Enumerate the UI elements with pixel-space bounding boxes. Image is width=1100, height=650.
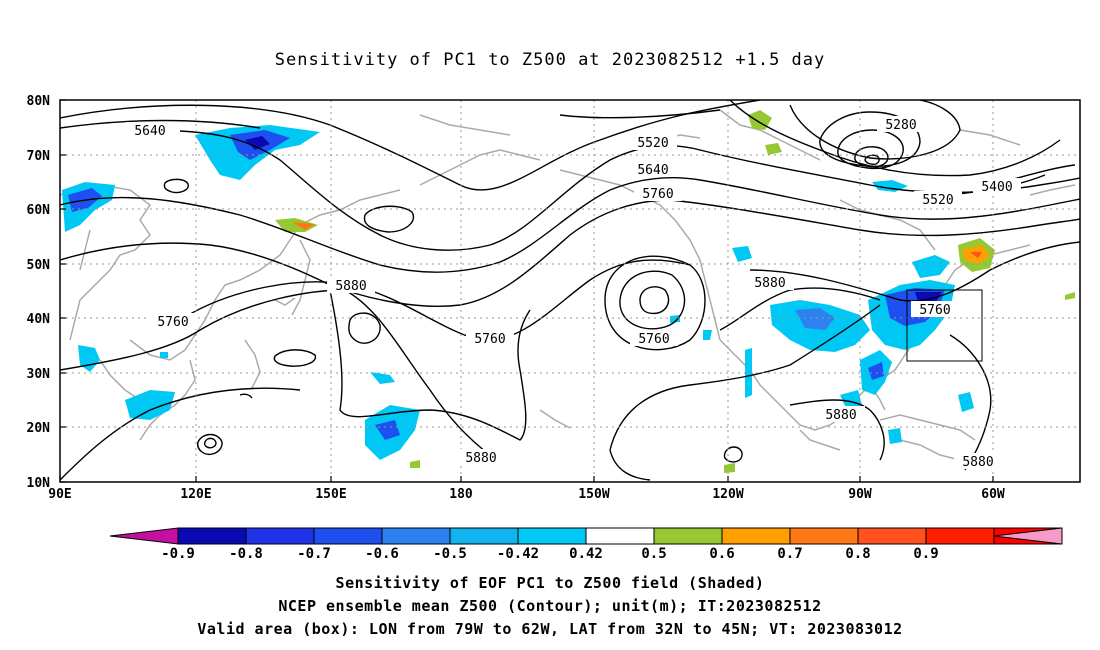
- contour-label-5760-north: 5760: [642, 187, 673, 202]
- colorbar-labels: -0.9 -0.8 -0.7 -0.6 -0.5 -0.42 0.42 0.5 …: [161, 546, 939, 562]
- lat-label-40n: 40N: [27, 312, 51, 327]
- colorbar-label-8: 0.5: [641, 546, 666, 562]
- colorbar-swatch-9: [721, 527, 791, 545]
- colorbar-label-12: 0.9: [913, 546, 938, 562]
- contour-label-5520-east: 5520: [922, 193, 953, 208]
- colorbar-arrow-low: [109, 527, 179, 545]
- contour-label-5880-america: 5880: [754, 276, 785, 291]
- caption-shading: Sensitivity of EOF PC1 to Z500 field (Sh…: [335, 574, 765, 592]
- lon-label-180: 180: [449, 487, 473, 502]
- lat-label-80n: 80N: [27, 94, 51, 109]
- colorbar-swatch-12: [925, 527, 995, 545]
- contour-labels: 5640 5520 5640 5760 5280 5400 5520 5880 …: [126, 116, 1021, 470]
- lon-label-120e: 120E: [180, 487, 211, 502]
- colorbar-arrow-high: [993, 527, 1063, 545]
- contour-label-5880-south: 5880: [465, 451, 496, 466]
- colorbar-label-5: -0.5: [433, 546, 467, 562]
- colorbar-label-2: -0.8: [229, 546, 263, 562]
- lon-label-60w: 60W: [981, 487, 1005, 502]
- colorbar-label-3: -0.7: [297, 546, 331, 562]
- contour-label-5760-west: 5760: [157, 315, 188, 330]
- contour-label-5640-west: 5640: [134, 124, 165, 139]
- lon-label-120w: 120W: [712, 487, 743, 502]
- lon-label-150w: 150W: [578, 487, 609, 502]
- lat-label-10n: 10N: [27, 476, 51, 491]
- sensitivity-shading: [62, 110, 1075, 473]
- colorbar-label-10: 0.7: [777, 546, 802, 562]
- colorbar-swatch-5: [449, 527, 519, 545]
- colorbar-swatch-2: [245, 527, 315, 545]
- colorbar-swatch-3: [313, 527, 383, 545]
- axis-ticks: [59, 99, 994, 483]
- contour-label-5880-pacific: 5880: [335, 279, 366, 294]
- lat-label-30n: 30N: [27, 367, 51, 382]
- contour-label-5760-low: 5760: [638, 332, 669, 347]
- lon-label-90e: 90E: [48, 487, 71, 502]
- colorbar-label-1: -0.9: [161, 546, 195, 562]
- colorbar-swatch-7: [585, 527, 655, 545]
- contour-label-5880-gulf: 5880: [825, 408, 856, 423]
- colorbar-swatch-4: [381, 527, 451, 545]
- colorbar-label-7: 0.42: [569, 546, 603, 562]
- contour-label-5400: 5400: [981, 180, 1012, 195]
- lat-label-50n: 50N: [27, 258, 51, 273]
- contour-label-5520-north: 5520: [637, 136, 668, 151]
- map-title: Sensitivity of PC1 to Z500 at 2023082512…: [274, 50, 826, 70]
- plot-frame: [59, 99, 1081, 483]
- lon-label-90w: 90W: [848, 487, 872, 502]
- colorbar-label-9: 0.6: [709, 546, 734, 562]
- colorbar: [109, 527, 1063, 545]
- lat-label-70n: 70N: [27, 149, 51, 164]
- lon-label-150e: 150E: [315, 487, 346, 502]
- caption-contour: NCEP ensemble mean Z500 (Contour); unit(…: [278, 597, 822, 615]
- valid-area-box: [906, 289, 983, 362]
- colorbar-swatch-11: [857, 527, 927, 545]
- contour-label-5280: 5280: [885, 118, 916, 133]
- lat-label-20n: 20N: [27, 421, 51, 436]
- colorbar-swatch-8: [653, 527, 723, 545]
- contour-label-5760-box: 5760: [919, 303, 950, 318]
- contour-label-5880-caribbean: 5880: [962, 455, 993, 470]
- colorbar-swatch-6: [517, 527, 587, 545]
- caption-valid-area: Valid area (box): LON from 79W to 62W, L…: [197, 620, 903, 638]
- colorbar-label-6: -0.42: [497, 546, 539, 562]
- colorbar-swatch-1: [177, 527, 247, 545]
- colorbar-label-11: 0.8: [845, 546, 870, 562]
- colorbar-label-4: -0.6: [365, 546, 399, 562]
- lat-label-60n: 60N: [27, 203, 51, 218]
- gridlines: [60, 100, 1080, 482]
- contour-label-5640-north: 5640: [637, 163, 668, 178]
- contour-label-5760-central: 5760: [474, 332, 505, 347]
- colorbar-swatch-10: [789, 527, 859, 545]
